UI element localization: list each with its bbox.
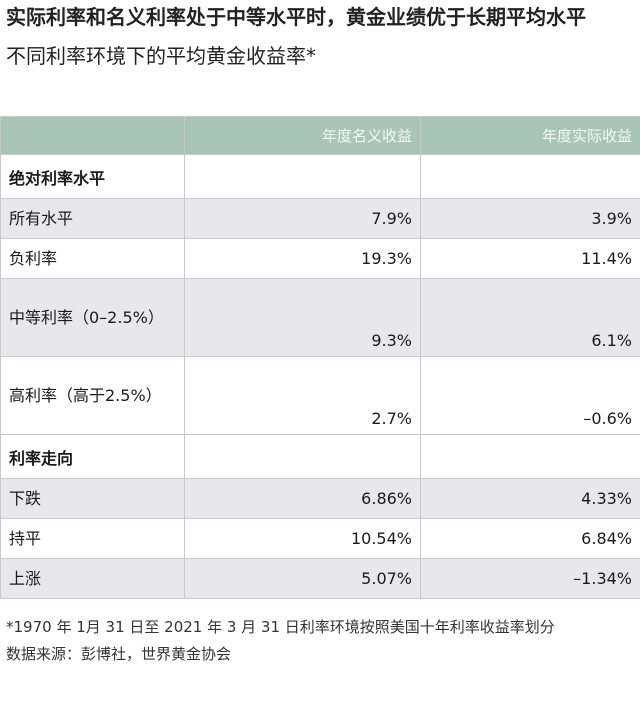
row-label: 中等利率（0–2.5%）	[0, 278, 185, 357]
real-value: 6.84%	[420, 518, 640, 559]
section-empty-cell	[420, 154, 640, 199]
real-value: 3.9%	[420, 198, 640, 239]
section-empty-cell	[184, 154, 421, 199]
table-row: 上涨 5.07% –1.34%	[0, 558, 640, 599]
real-value: –1.34%	[420, 558, 640, 599]
table-row: 下跌 6.86% 4.33%	[0, 478, 640, 519]
nominal-value: 9.3%	[184, 278, 421, 357]
table-header-row: 年度名义收益 年度实际收益	[0, 116, 640, 155]
nominal-value: 5.07%	[184, 558, 421, 599]
section-empty-cell	[184, 434, 421, 479]
section-empty-cell	[420, 434, 640, 479]
table-row: 所有水平 7.9% 3.9%	[0, 198, 640, 239]
nominal-value: 6.86%	[184, 478, 421, 519]
table-row: 中等利率（0–2.5%） 9.3% 6.1%	[0, 278, 640, 357]
footnote: *1970 年 1月 31 日至 2021 年 3 月 31 日利率环境按照美国…	[6, 614, 632, 668]
header-nominal: 年度名义收益	[184, 116, 421, 155]
section-title: 绝对利率水平	[0, 154, 185, 199]
real-value: 4.33%	[420, 478, 640, 519]
gold-returns-table: 年度名义收益 年度实际收益 绝对利率水平 所有水平 7.9% 3.9% 负利率 …	[0, 116, 640, 599]
real-value: –0.6%	[420, 356, 640, 435]
section-row-direction: 利率走向	[0, 434, 640, 479]
row-label: 所有水平	[0, 198, 185, 239]
nominal-value: 19.3%	[184, 238, 421, 279]
header-blank-cell	[0, 116, 185, 155]
section-title: 利率走向	[0, 434, 185, 479]
footnote-source: 数据来源：彭博社，世界黄金协会	[6, 645, 232, 663]
row-label: 负利率	[0, 238, 185, 279]
row-label: 高利率（高于2.5%）	[0, 356, 185, 435]
row-label: 上涨	[0, 558, 185, 599]
real-value: 6.1%	[420, 278, 640, 357]
nominal-value: 10.54%	[184, 518, 421, 559]
nominal-value: 2.7%	[184, 356, 421, 435]
real-value: 11.4%	[420, 238, 640, 279]
table-subtitle: 不同利率环境下的平均黄金收益率*	[6, 44, 316, 68]
nominal-value: 7.9%	[184, 198, 421, 239]
row-label: 下跌	[0, 478, 185, 519]
section-row-absolute: 绝对利率水平	[0, 154, 640, 199]
table-row: 持平 10.54% 6.84%	[0, 518, 640, 559]
page-title: 实际利率和名义利率处于中等水平时，黄金业绩优于长期平均水平	[6, 5, 586, 29]
table-row: 高利率（高于2.5%） 2.7% –0.6%	[0, 356, 640, 435]
row-label: 持平	[0, 518, 185, 559]
header-real: 年度实际收益	[420, 116, 640, 155]
footnote-note: *1970 年 1月 31 日至 2021 年 3 月 31 日利率环境按照美国…	[6, 618, 555, 636]
table-row: 负利率 19.3% 11.4%	[0, 238, 640, 279]
